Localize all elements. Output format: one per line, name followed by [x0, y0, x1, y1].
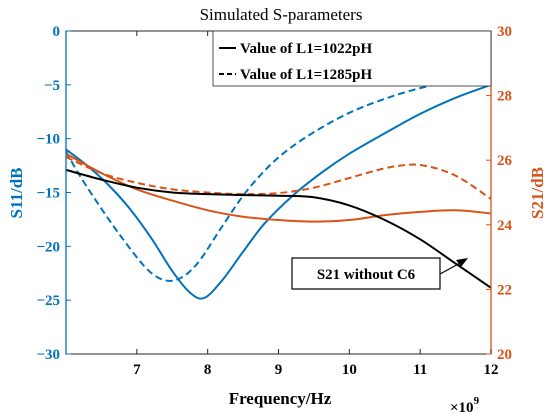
series-line-2 — [65, 152, 492, 223]
x-tick-label: 10 — [342, 362, 357, 378]
annotation-arrow-head — [456, 258, 468, 267]
x-tick-label: 7 — [133, 362, 141, 378]
annotation-box — [291, 257, 441, 290]
y-right-tick-label: 22 — [497, 282, 512, 298]
legend: Value of L1=1022pH Value of L1=1285pH — [212, 30, 492, 87]
x-axis-exponent: ×109 — [450, 395, 480, 416]
legend-label-1022: Value of L1=1022pH — [240, 41, 373, 57]
annotation-text: S21 without C6 — [317, 267, 416, 283]
x-tick-label: 12 — [484, 362, 499, 378]
series-line-4 — [65, 168, 492, 289]
y-left-tick-label: −20 — [36, 239, 60, 255]
plot-curves — [65, 75, 492, 300]
y-left-tick-label: −10 — [36, 132, 60, 148]
y-right-tick-label: 26 — [497, 153, 513, 169]
legend-label-1285: Value of L1=1285pH — [240, 67, 373, 83]
y-right-tick-label: 24 — [497, 218, 513, 234]
x-tick-label: 11 — [413, 362, 427, 378]
series-line-1 — [65, 75, 492, 282]
y-left-tick-label: −30 — [36, 347, 60, 363]
y-right-tick-label: 28 — [497, 89, 512, 105]
annotation-arrow-line — [439, 261, 463, 275]
y-right-tick-label: 30 — [497, 24, 512, 40]
y-left-tick-label: −25 — [36, 293, 60, 309]
y-left-tick-label: 0 — [53, 24, 61, 40]
y-left-tick-label: −15 — [36, 186, 60, 202]
y-left-axis-label: S11/dB — [7, 167, 26, 218]
x-tick-label: 8 — [204, 362, 212, 378]
y-right-tick-label: 20 — [497, 347, 512, 363]
x-axis-label: Frequency/Hz — [229, 389, 332, 408]
axis-ticks: 7 8 9 10 11 12 0 −5 −10 −15 −20 −25 −30 30 28 26 24 22 20 — [36, 24, 512, 378]
chart-title: Simulated S-parameters — [200, 5, 363, 24]
y-right-axis-label: S21/dB — [528, 167, 547, 219]
legend-box — [212, 30, 492, 87]
series-line-0 — [65, 83, 492, 300]
x-tick-label: 9 — [275, 362, 283, 378]
x-exponent-power: 9 — [474, 395, 480, 407]
x-exponent-base: ×10 — [450, 400, 474, 416]
series-line-3 — [65, 156, 492, 200]
s21-annotation: S21 without C6 — [291, 257, 468, 290]
y-left-tick-label: −5 — [44, 78, 60, 94]
